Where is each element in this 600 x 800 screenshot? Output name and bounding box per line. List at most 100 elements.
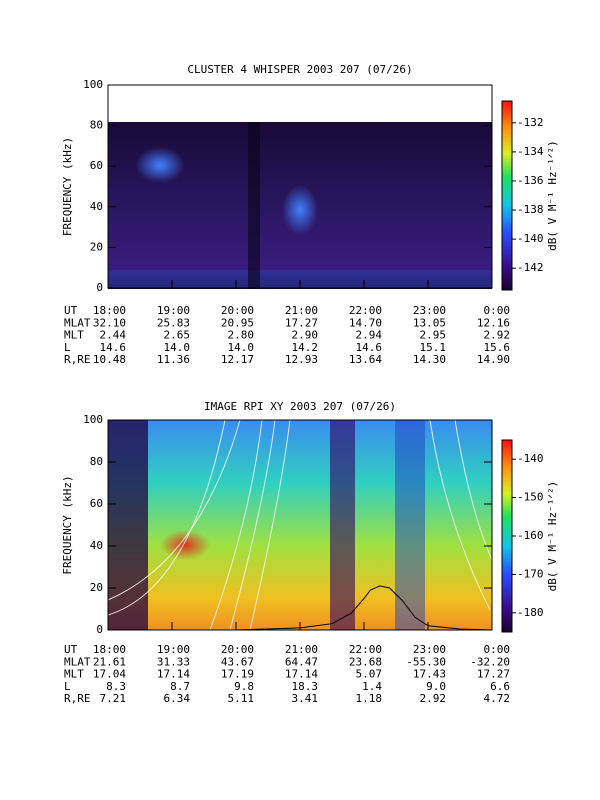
ephemeris-value: 21.61 [93,655,126,668]
x-tick-label: 19:00 [157,304,190,317]
ephemeris-value: 17.14 [157,668,190,681]
ephemeris-value: 12.16 [477,316,510,329]
ephemeris-value: 17.27 [477,668,510,681]
x-tick-label: 20:00 [221,304,254,317]
colorbar-tick-label: -142 [517,261,544,274]
y-tick-label: 100 [83,78,103,91]
ephemeris-value: 10.48 [93,353,126,366]
ephemeris-value: 6.34 [164,692,191,705]
ephemeris-value: 8.7 [170,680,190,693]
line [235,585,493,631]
ephemeris-value: 14.0 [228,341,255,354]
ephemeris-label: UT [64,643,78,656]
ephemeris-value: 14.2 [292,341,319,354]
colorbar-tick-label: -150 [517,491,544,504]
ephemeris-value: 9.0 [426,680,446,693]
ephemeris-value: 5.11 [228,692,255,705]
x-tick-label: 21:00 [285,643,318,656]
y-tick-label: 40 [90,200,103,213]
y-tick-label: 60 [90,497,103,510]
y-tick-label: 0 [96,623,103,636]
ephemeris-value: 12.93 [285,353,318,366]
ephemeris-value: 17.14 [285,668,318,681]
ephemeris-value: 31.33 [157,655,190,668]
ephemeris-value: 17.04 [93,668,126,681]
colorbar-tick-label: -138 [517,203,544,216]
x-tick-label: 21:00 [285,304,318,317]
ephemeris-value: 20.95 [221,316,254,329]
ephemeris-value: 9.8 [234,680,254,693]
colorbar-tick-label: -140 [517,232,544,245]
ephemeris-value: 2.65 [164,329,191,342]
x-tick-label: 22:00 [349,304,382,317]
ephemeris-value: 32.10 [93,316,126,329]
ephemeris-label: MLAT [64,316,91,329]
ephemeris-value: 2.44 [100,329,127,342]
ephemeris-value: 17.19 [221,668,254,681]
colorbar-label: dB( V M⁻¹ Hz⁻¹ᐟ²) [546,481,559,592]
ephemeris-label: MLT [64,668,84,681]
ephemeris-value: 23.68 [349,655,382,668]
colorbar-tick-label: -170 [517,567,544,580]
y-axis-label: FREQUENCY (kHz) [61,475,74,574]
ephemeris-value: 18.3 [292,680,319,693]
ephemeris-value: 12.17 [221,353,254,366]
ephemeris-value: 14.90 [477,353,510,366]
x-tick-label: 23:00 [413,304,446,317]
ephemeris-value: 15.1 [420,341,447,354]
ephemeris-value: 6.6 [490,680,510,693]
colorbar-label: dB( V M⁻¹ Hz⁻¹ᐟ²) [546,140,559,251]
colorbar-tick-label: -160 [517,529,544,542]
y-tick-label: 40 [90,539,103,552]
ephemeris-value: 14.0 [164,341,191,354]
ephemeris-value: 64.47 [285,655,318,668]
spectrogram-lower [107,419,493,631]
ephemeris-value: 14.30 [413,353,446,366]
chart-title: IMAGE RPI XY 2003 207 (07/26) [204,400,396,413]
ephemeris-value: 43.67 [221,655,254,668]
ephemeris-value: 25.83 [157,316,190,329]
colorbar-tick-label: -132 [517,116,544,129]
y-tick-label: 100 [83,413,103,426]
colorbar-tick-label: -136 [517,174,544,187]
ephemeris-label: R,RE [64,353,91,366]
ephemeris-label: L [64,680,71,693]
y-tick-label: 20 [90,240,103,253]
ephemeris-value: 2.92 [420,692,447,705]
y-tick-label: 20 [90,581,103,594]
ephemeris-value: 2.90 [292,329,319,342]
x-tick-label: 23:00 [413,643,446,656]
ephemeris-value: 7.21 [100,692,127,705]
ephemeris-value: 2.94 [356,329,383,342]
colorbar [501,100,513,291]
ephemeris-value: 14.70 [349,316,382,329]
colorbar-tick-label: -140 [517,452,544,465]
ephemeris-label: UT [64,304,78,317]
ephemeris-value: 8.3 [106,680,126,693]
spectrogram-upper [108,122,492,289]
ephemeris-value: 2.92 [484,329,511,342]
x-tick-label: 20:00 [221,643,254,656]
ephemeris-value: 2.80 [228,329,255,342]
ephemeris-label: L [64,341,71,354]
ephemeris-label: MLAT [64,655,91,668]
ephemeris-value: 15.6 [484,341,511,354]
ephemeris-value: -32.20 [470,655,510,668]
y-tick-label: 60 [90,159,103,172]
y-tick-label: 80 [90,455,103,468]
y-axis-label: FREQUENCY (kHz) [61,137,74,236]
y-tick-label: 0 [96,281,103,294]
ephemeris-value: 13.64 [349,353,382,366]
ephemeris-value: 13.05 [413,316,446,329]
colorbar [501,439,513,633]
chart-title: CLUSTER 4 WHISPER 2003 207 (07/26) [187,63,412,76]
ephemeris-value: 2.95 [420,329,447,342]
ephemeris-value: -55.30 [406,655,446,668]
x-tick-label: 0:00 [484,643,511,656]
y-tick-label: 80 [90,119,103,132]
ephemeris-value: 17.43 [413,668,446,681]
ephemeris-value: 1.18 [356,692,383,705]
colorbar-tick-label: -134 [517,145,544,158]
